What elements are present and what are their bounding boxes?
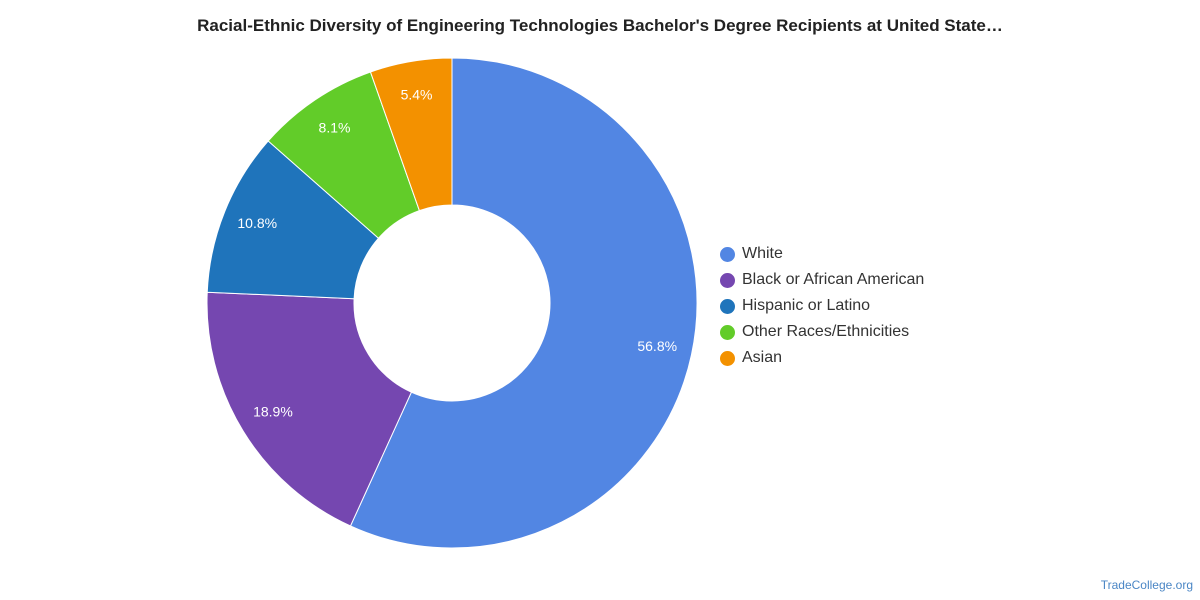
legend-item[interactable]: Black or African American	[720, 267, 924, 293]
slice-label: 18.9%	[253, 403, 293, 419]
legend-swatch	[720, 324, 735, 340]
slice-white[interactable]	[349, 57, 698, 549]
legend-label: Other Races/Ethnicities	[742, 323, 910, 340]
legend-label: Hispanic or Latino	[742, 297, 871, 314]
slice-label: 8.1%	[319, 120, 351, 136]
legend-item[interactable]: White	[720, 241, 924, 267]
slice-asian[interactable]	[369, 57, 453, 212]
legend-swatch	[720, 272, 735, 288]
legend-item[interactable]: Other Races/Ethnicities	[720, 319, 924, 345]
legend-label: Asian	[742, 349, 783, 366]
legend-swatch	[720, 246, 735, 262]
slice-label: 56.8%	[637, 338, 677, 354]
legend-swatch	[720, 298, 735, 314]
slice-label: 10.8%	[237, 215, 277, 231]
slice-black-or-african-american[interactable]	[206, 291, 413, 527]
legend-label: Black or African American	[742, 271, 925, 288]
slice-label: 5.4%	[401, 87, 433, 103]
chart-title: Racial-Ethnic Diversity of Engineering T…	[197, 16, 1003, 35]
source-credit[interactable]: TradeCollege.org	[1100, 578, 1193, 592]
chart-legend: White Black or African American Hispanic o…	[720, 241, 924, 371]
legend-item[interactable]: Hispanic or Latino	[720, 293, 924, 319]
legend-item[interactable]: Asian	[720, 345, 924, 371]
legend-label: White	[742, 245, 783, 262]
legend-swatch	[720, 350, 735, 366]
